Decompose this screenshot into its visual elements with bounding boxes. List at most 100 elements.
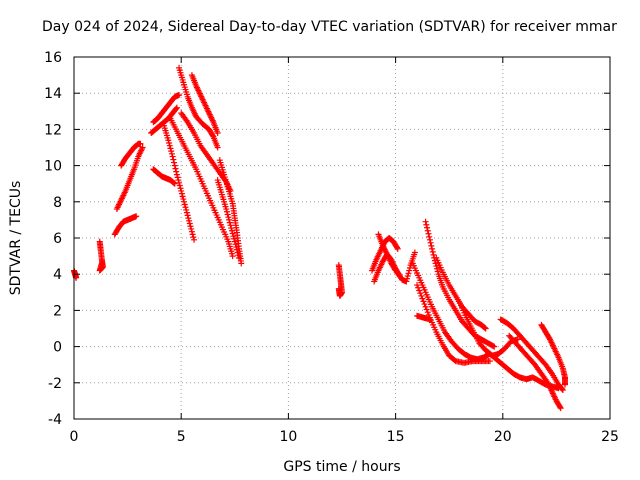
x-axis-label: GPS time / hours [283, 459, 400, 475]
series-trace-09 [161, 122, 198, 243]
data-point [173, 105, 180, 112]
series-trace-28 [506, 332, 564, 412]
data-point [233, 244, 240, 251]
data-point [422, 218, 429, 225]
data-point [188, 225, 195, 232]
data-point [235, 252, 242, 259]
data-point [233, 246, 240, 253]
data-point [557, 405, 564, 412]
data-point [191, 236, 198, 243]
data-point [422, 303, 429, 310]
data-point [214, 144, 221, 151]
y-tick-label: 14 [44, 86, 62, 102]
data-point [184, 212, 191, 219]
data-point [428, 242, 435, 249]
data-point [426, 233, 433, 240]
data-point [186, 217, 193, 224]
data-point [223, 208, 230, 215]
series-trace-08 [150, 166, 178, 187]
y-tick-label: 6 [53, 231, 62, 247]
series-trace-24 [433, 254, 489, 332]
series-trace-29 [538, 321, 568, 388]
x-tick-label: 20 [494, 429, 512, 445]
data-point [394, 245, 401, 252]
data-point [433, 263, 440, 270]
series-trace-07 [148, 104, 180, 137]
data-point [414, 282, 421, 289]
series-trace-16 [335, 262, 345, 299]
chart-title: Day 024 of 2024, Sidereal Day-to-day VTE… [42, 19, 617, 35]
data-point [424, 309, 431, 316]
data-point [230, 233, 237, 240]
data-point [404, 275, 411, 282]
data-point [420, 298, 427, 305]
data-point [227, 222, 234, 229]
data-point [224, 211, 231, 218]
data-point [559, 386, 566, 393]
data-point [482, 325, 489, 332]
data-point [556, 403, 563, 410]
data-point [226, 219, 233, 226]
data-point [181, 198, 188, 205]
data-point [176, 179, 183, 186]
data-point [183, 209, 190, 216]
data-point [406, 267, 413, 274]
data-point [214, 130, 221, 137]
data-point [190, 234, 197, 241]
series-trace-19 [375, 231, 418, 285]
data-point [421, 301, 428, 308]
data-point [173, 104, 180, 111]
data-point [178, 190, 185, 197]
data-point [405, 270, 412, 277]
data-point [228, 227, 235, 234]
data-point [133, 213, 140, 220]
series-trace-23 [414, 282, 493, 366]
series-trace-02 [96, 238, 106, 274]
series-trace-04 [113, 144, 146, 213]
data-point [226, 216, 233, 223]
data-point [416, 287, 423, 294]
data-point [424, 224, 431, 231]
data-point [228, 225, 235, 232]
data-point [180, 196, 187, 203]
data-point [427, 239, 434, 246]
data-point [229, 230, 236, 237]
series-trace-26 [484, 349, 562, 392]
data-point [335, 285, 342, 292]
grid-lines [74, 57, 610, 419]
axis-ticks [73, 56, 611, 420]
y-tick-label: 16 [44, 50, 62, 66]
y-axis-label: SDTVAR / TECUs [8, 181, 24, 296]
data-point [490, 342, 497, 349]
data-point [423, 221, 430, 228]
data-point [432, 260, 439, 267]
data-point [139, 144, 146, 151]
data-point [425, 311, 432, 318]
y-tick-label: -4 [48, 412, 62, 428]
y-tick-label: -2 [48, 376, 62, 392]
data-point [425, 230, 432, 237]
y-tick-label: 12 [44, 122, 62, 138]
y-tick-label: 4 [53, 267, 62, 283]
data-point [209, 132, 216, 139]
data-point [167, 145, 174, 152]
series-trace-17 [369, 235, 401, 274]
data-point [171, 180, 178, 187]
x-tick-label: 5 [177, 429, 186, 445]
y-tick-label: 2 [53, 303, 62, 319]
data-point [559, 387, 566, 394]
series-trace-27 [497, 316, 566, 394]
data-point [419, 295, 426, 302]
data-point [189, 231, 196, 238]
y-tick-label: 0 [53, 340, 62, 356]
data-point [426, 236, 433, 243]
data-point [424, 227, 431, 234]
data-point [223, 206, 230, 213]
data-point [231, 238, 238, 245]
data-point [232, 241, 239, 248]
data-point [175, 177, 182, 184]
data-point [166, 139, 173, 146]
data-point [238, 260, 245, 267]
data-point [178, 187, 185, 194]
data-point [403, 278, 410, 285]
